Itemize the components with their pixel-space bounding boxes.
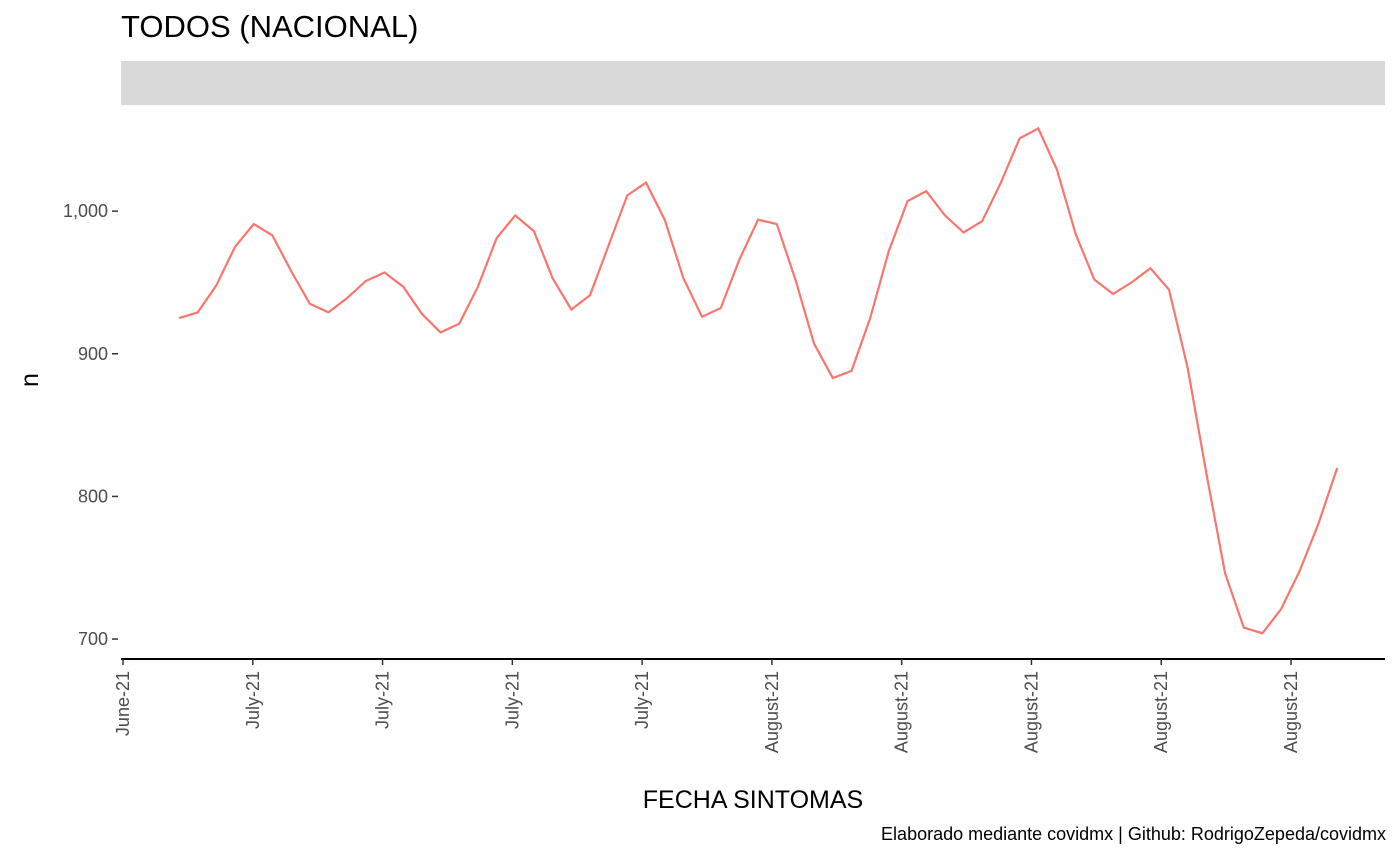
x-tick-label: August-21 (1281, 671, 1301, 753)
x-tick-label: July-21 (243, 671, 263, 729)
y-tick-label: 1,000 (63, 201, 108, 221)
x-tick-label: July-21 (632, 671, 652, 729)
y-tick-label: 800 (78, 486, 108, 506)
chart-title: TODOS (NACIONAL) (121, 9, 419, 44)
x-tick-label: August-21 (762, 671, 782, 753)
series-line (178, 126, 1339, 635)
x-axis-title: FECHA SINTOMAS (643, 786, 863, 814)
x-tick-label: July-21 (373, 671, 393, 729)
x-axis: June-21 July-21 July-21 July-21 July-21 Augus… (113, 658, 1385, 753)
x-tick-label: August-21 (892, 671, 912, 753)
y-tick-label: 700 (78, 629, 108, 649)
x-tick-label: August-21 (1021, 671, 1041, 753)
chart-caption: Elaborado mediante covidmx | Github: Rod… (881, 824, 1386, 844)
x-tick-label: August-21 (1151, 671, 1171, 753)
y-axis: 700 800 900 1,000 (63, 201, 118, 649)
y-tick-label: 900 (78, 344, 108, 364)
y-axis-title: n (16, 373, 44, 387)
x-tick-label: June-21 (113, 671, 133, 736)
facet-strip (121, 61, 1385, 105)
x-tick-label: July-21 (502, 671, 522, 729)
